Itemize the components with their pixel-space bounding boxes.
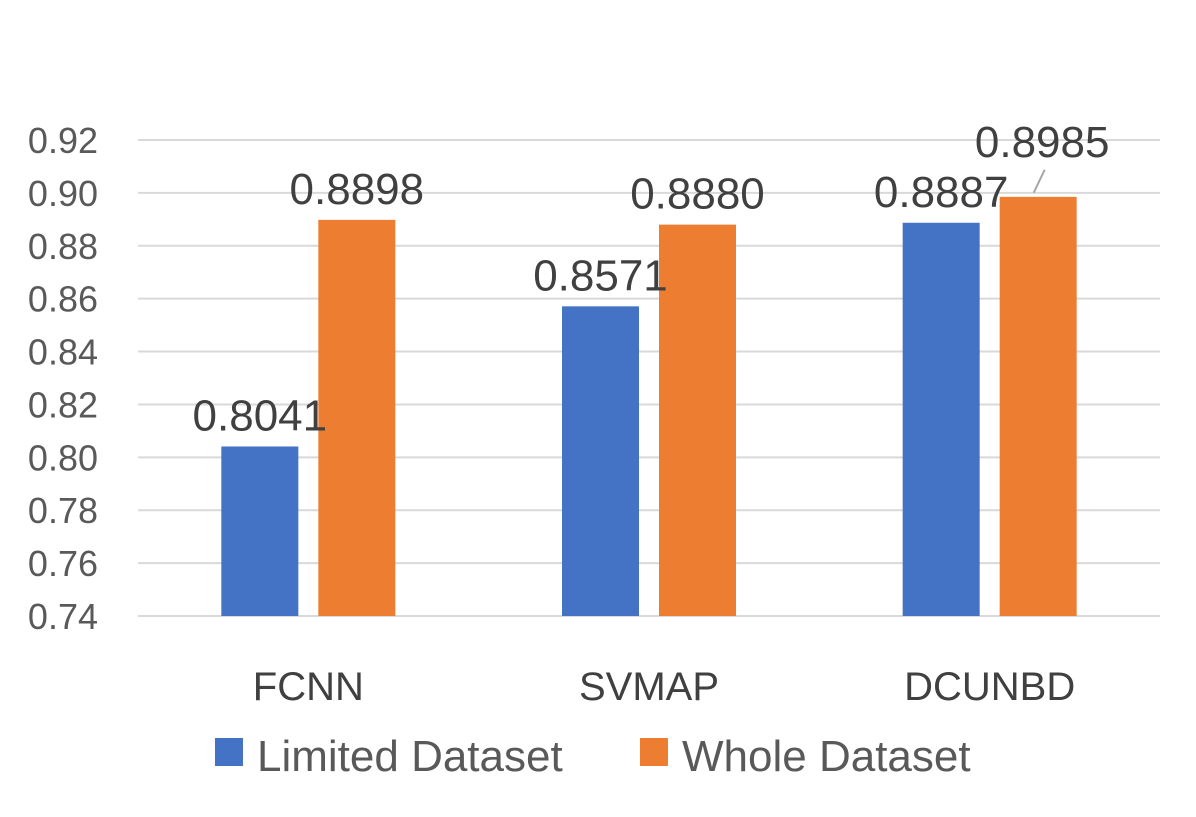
data-label-svmap-limited-dataset: 0.8571: [533, 251, 668, 300]
data-label-fcnn-whole-dataset: 0.8898: [290, 165, 425, 214]
bar-svmap-whole-dataset: [659, 224, 736, 616]
y-tick-label: 0.84: [28, 332, 98, 373]
legend-label-whole-dataset: Whole Dataset: [682, 732, 971, 781]
legend: Limited Dataset Whole Dataset: [215, 732, 971, 781]
y-tick-label: 0.82: [28, 384, 98, 425]
bar-dcunbd-whole-dataset: [999, 196, 1077, 616]
bar-svmap-limited-dataset: [562, 306, 639, 616]
bar-fcnn-limited-dataset: [221, 446, 299, 616]
data-label-dcunbd-whole-dataset: 0.8985: [975, 118, 1110, 167]
data-label-dcunbd-limited-dataset: 0.8887: [874, 168, 1009, 217]
y-tick-label: 0.76: [28, 543, 98, 584]
data-label-leader-line: [1032, 169, 1046, 194]
y-tick-label: 0.90: [28, 173, 98, 214]
y-tick-label: 0.92: [28, 120, 98, 161]
y-tick-label: 0.80: [28, 437, 98, 478]
legend-label-limited-dataset: Limited Dataset: [257, 732, 563, 781]
x-tick-label-fcnn: FCNN: [253, 665, 364, 709]
bars: [221, 196, 1077, 616]
bar-dcunbd-limited-dataset: [902, 222, 980, 616]
x-axis-ticks: FCNN SVMAP DCUNBD: [253, 665, 1075, 709]
x-tick-label-svmap: SVMAP: [579, 665, 719, 709]
bar-fcnn-whole-dataset: [318, 219, 396, 616]
legend-swatch-whole-dataset: [640, 738, 668, 766]
gridlines: [138, 139, 1160, 617]
data-label-svmap-whole-dataset: 0.8880: [630, 170, 765, 219]
y-tick-label: 0.86: [28, 279, 98, 320]
legend-swatch-limited-dataset: [215, 738, 243, 766]
y-tick-label: 0.74: [28, 596, 98, 637]
y-axis-ticks: 0.74 0.76 0.78 0.80 0.82 0.84 0.86 0.88 0.90 0.92: [28, 120, 98, 637]
data-label-fcnn-limited-dataset: 0.8041: [193, 391, 328, 440]
x-tick-label-dcunbd: DCUNBD: [904, 665, 1075, 709]
y-tick-label: 0.78: [28, 490, 98, 531]
y-tick-label: 0.88: [28, 226, 98, 267]
